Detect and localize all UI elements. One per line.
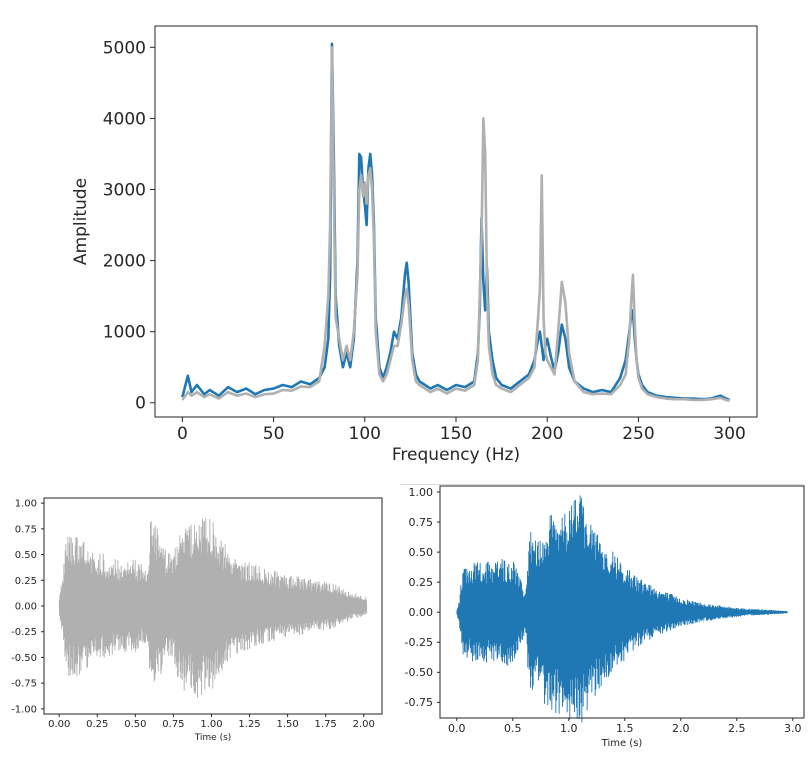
x-tick-label: 0.0 <box>448 722 466 735</box>
waveform-chart-blue: 0.0 0.5 1.0 1.5 2.0 2.5 3.0 1.00 0.75 0.50 0.25 0.0… <box>400 480 811 756</box>
y-tick-label: 0.00 <box>409 606 434 619</box>
y-tick-label: -0.75 <box>11 679 37 690</box>
x-tick-label: 200 <box>531 424 563 444</box>
spectrum-svg: 0 50 100 150 200 250 300010002000300040005000F… <box>71 25 758 465</box>
x-tick-label: 100 <box>349 424 381 444</box>
waveform-blue-svg: 0.0 0.5 1.0 1.5 2.0 2.5 3.0 1.00 0.75 0.50 0.25 0.0… <box>405 485 805 749</box>
waveform-series-0 <box>456 495 788 723</box>
y-tick-label: 0.75 <box>409 516 434 529</box>
x-axis-label: Time (s) <box>194 733 232 743</box>
waveform-series-0 <box>58 517 368 698</box>
y-tick-label: 1.00 <box>15 499 37 510</box>
y-tick-label: 0.25 <box>15 576 37 587</box>
spectrum-series-0 <box>181 42 731 402</box>
waveform-gray-svg: 0.00 0.25 0.50 0.75 1.00 1.25 1.50 1.75 2.00 1.00… <box>11 497 383 743</box>
y-tick-label: 0.25 <box>409 576 434 589</box>
x-tick-label: 1.75 <box>315 719 337 730</box>
y-tick-label: 0.75 <box>15 524 37 535</box>
y-tick-label: 3000 <box>103 180 146 200</box>
x-tick-label: 3.0 <box>784 722 802 735</box>
x-tick-label: 0.75 <box>162 719 184 730</box>
x-tick-label: 0.50 <box>124 719 146 730</box>
y-tick-label: 5000 <box>103 38 146 58</box>
y-tick-label: -0.25 <box>405 636 433 649</box>
x-tick-label: 2.5 <box>728 722 746 735</box>
y-tick-label: 1.00 <box>409 486 434 499</box>
plot-frame <box>154 25 758 418</box>
y-tick-label: 0.00 <box>15 602 37 613</box>
waveform-chart-gray: 0.00 0.25 0.50 0.75 1.00 1.25 1.50 1.75 2.00 1.00… <box>0 480 400 756</box>
y-tick-label: 0.50 <box>15 550 37 561</box>
x-tick-label: 250 <box>622 424 654 444</box>
y-tick-label: 0 <box>135 394 146 414</box>
y-tick-label: -0.50 <box>405 666 433 679</box>
x-tick-label: 1.25 <box>238 719 260 730</box>
y-tick-label: 1000 <box>103 323 146 343</box>
x-tick-label: 0 <box>177 424 188 444</box>
y-tick-label: -0.50 <box>11 653 37 664</box>
x-tick-label: 300 <box>713 424 745 444</box>
x-axis-label: Time (s) <box>601 738 643 749</box>
y-tick-label: -0.25 <box>11 627 37 638</box>
x-tick-label: 150 <box>440 424 472 444</box>
spectrum-series-1 <box>181 46 730 402</box>
y-tick-label: 4000 <box>103 109 146 129</box>
y-tick-label: -0.75 <box>405 696 433 709</box>
panel-separator <box>400 484 804 485</box>
x-tick-label: 1.50 <box>276 719 298 730</box>
spectrum-chart: 0 50 100 150 200 250 300 0 1000 2000 3000 4000 5000 F… <box>71 25 758 465</box>
y-tick-label: -1.00 <box>11 704 37 715</box>
x-tick-label: 2.0 <box>672 722 690 735</box>
y-axis-label: Amplitude <box>71 178 91 265</box>
plot-frame <box>439 485 805 719</box>
x-tick-label: 0.00 <box>48 719 70 730</box>
x-tick-label: 1.0 <box>560 722 578 735</box>
x-tick-label: 50 <box>263 424 285 444</box>
x-tick-label: 2.00 <box>353 719 375 730</box>
y-tick-label: 0.50 <box>409 546 434 559</box>
x-axis-label: Frequency (Hz) <box>392 445 520 465</box>
x-tick-label: 1.00 <box>200 719 222 730</box>
x-tick-label: 0.25 <box>86 719 108 730</box>
x-tick-label: 1.5 <box>616 722 634 735</box>
x-tick-label: 0.5 <box>504 722 522 735</box>
y-tick-label: 2000 <box>103 252 146 272</box>
